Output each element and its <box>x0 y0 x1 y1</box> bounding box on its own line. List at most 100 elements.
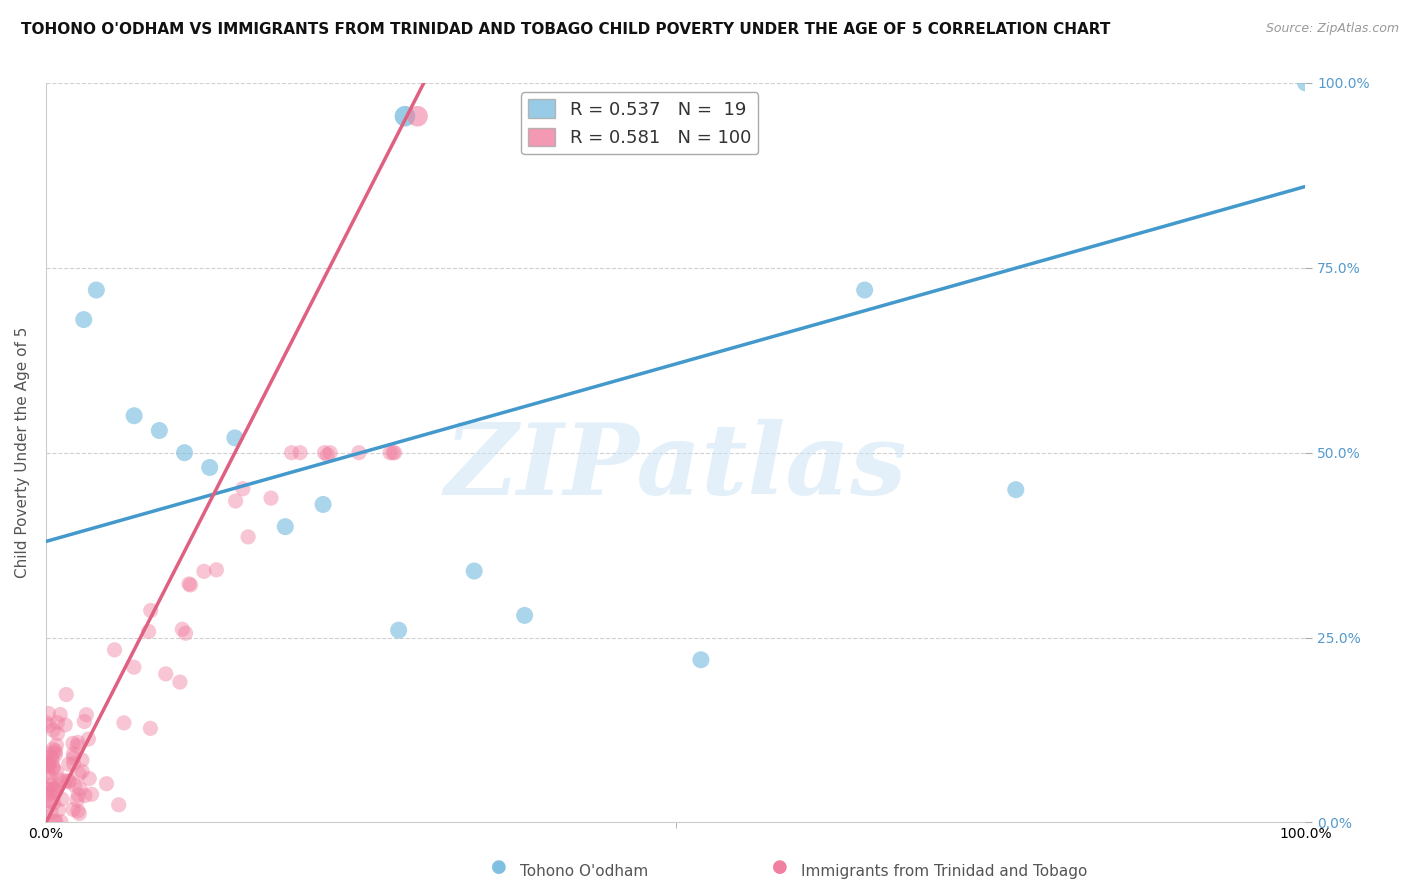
Point <box>73 789 96 803</box>
Point <box>62 756 84 771</box>
Point <box>236 530 259 544</box>
Point <box>80 787 103 801</box>
Point <box>39 794 62 808</box>
Point <box>46 779 69 793</box>
Point <box>38 782 60 797</box>
Point <box>35 810 58 824</box>
Point <box>37 757 59 772</box>
Point <box>49 773 72 788</box>
Point <box>48 803 70 817</box>
Point <box>46 715 69 730</box>
Point <box>55 688 77 702</box>
Y-axis label: Child Poverty Under the Age of 5: Child Poverty Under the Age of 5 <box>15 327 30 578</box>
Point <box>67 788 90 802</box>
Text: Tohono O'odham: Tohono O'odham <box>520 863 648 879</box>
Point <box>62 802 84 816</box>
Point <box>38 718 60 732</box>
Point <box>174 626 197 640</box>
Text: Source: ZipAtlas.com: Source: ZipAtlas.com <box>1265 22 1399 36</box>
Point <box>41 785 63 799</box>
Point <box>55 773 77 788</box>
Point <box>70 764 93 779</box>
Point <box>232 482 254 496</box>
Point <box>103 643 125 657</box>
Point <box>39 750 62 764</box>
Point <box>86 283 108 297</box>
Point <box>73 714 96 729</box>
Point <box>205 563 228 577</box>
Point <box>58 757 80 772</box>
Point <box>67 806 90 821</box>
Point <box>112 715 135 730</box>
Text: TOHONO O'ODHAM VS IMMIGRANTS FROM TRINIDAD AND TOBAGO CHILD POVERTY UNDER THE AG: TOHONO O'ODHAM VS IMMIGRANTS FROM TRINID… <box>21 22 1111 37</box>
Point <box>42 782 65 797</box>
Point <box>42 760 65 774</box>
Point <box>44 747 66 762</box>
Point <box>169 675 191 690</box>
Point <box>260 491 283 505</box>
Point <box>122 409 145 423</box>
Point <box>37 787 59 801</box>
Point <box>39 770 62 784</box>
Point <box>382 446 405 460</box>
Point <box>42 761 65 775</box>
Point <box>384 446 406 460</box>
Point <box>62 751 84 765</box>
Point <box>172 622 194 636</box>
Point <box>173 446 195 460</box>
Point <box>319 446 342 460</box>
Point <box>75 707 97 722</box>
Point <box>193 565 215 579</box>
Text: ●: ● <box>772 858 789 876</box>
Point <box>42 742 65 756</box>
Point <box>46 726 69 740</box>
Point <box>155 667 177 681</box>
Point <box>38 759 60 773</box>
Text: Immigrants from Trinidad and Tobago: Immigrants from Trinidad and Tobago <box>801 863 1088 879</box>
Legend: R = 0.537   N =  19, R = 0.581   N = 100: R = 0.537 N = 19, R = 0.581 N = 100 <box>522 92 758 154</box>
Text: ZIPatlas: ZIPatlas <box>444 419 907 516</box>
Point <box>1004 483 1026 497</box>
Point <box>66 739 89 753</box>
Point <box>225 494 247 508</box>
Point <box>67 767 90 781</box>
Point <box>463 564 485 578</box>
Point <box>77 772 100 786</box>
Point <box>35 781 58 796</box>
Point <box>62 747 84 761</box>
Point <box>42 796 65 810</box>
Point <box>41 753 63 767</box>
Point <box>148 424 170 438</box>
Point <box>37 706 59 721</box>
Point <box>122 660 145 674</box>
Point <box>179 578 201 592</box>
Point <box>853 283 876 297</box>
Point <box>347 446 370 460</box>
Point <box>288 446 311 460</box>
Point <box>139 603 162 617</box>
Point <box>51 792 73 806</box>
Point <box>37 756 59 770</box>
Point <box>378 446 401 460</box>
Point <box>107 797 129 812</box>
Point <box>406 109 429 123</box>
Text: ●: ● <box>491 858 508 876</box>
Point <box>139 722 162 736</box>
Point <box>1295 76 1317 90</box>
Point <box>177 577 200 591</box>
Point <box>312 498 335 512</box>
Point <box>37 766 59 780</box>
Point <box>66 793 89 807</box>
Point <box>274 519 297 533</box>
Point <box>44 744 66 758</box>
Point <box>45 738 67 752</box>
Point <box>67 735 90 749</box>
Point <box>49 814 72 829</box>
Point <box>513 608 536 623</box>
Point <box>58 773 80 788</box>
Point <box>44 815 66 830</box>
Point <box>316 448 339 462</box>
Point <box>39 778 62 792</box>
Point <box>58 774 80 789</box>
Point <box>42 746 65 760</box>
